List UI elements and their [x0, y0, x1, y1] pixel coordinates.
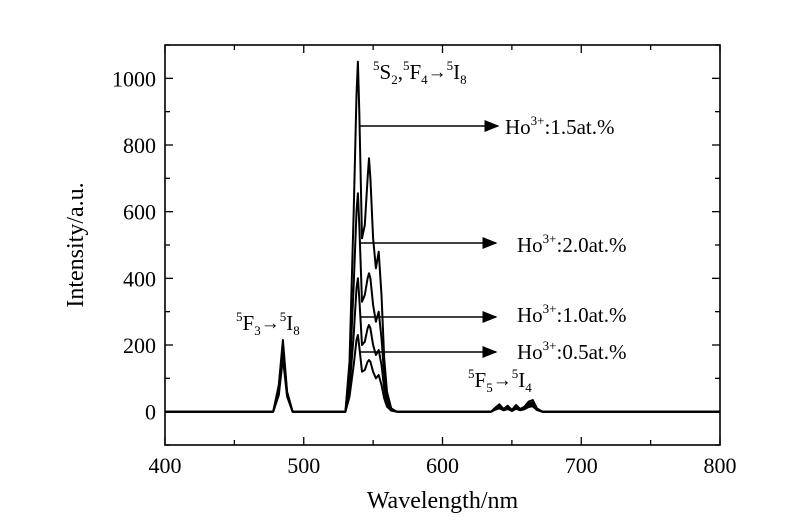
transition-base: F — [409, 60, 421, 84]
transition-base: S — [380, 60, 392, 84]
y-tick-label: 200 — [123, 333, 156, 358]
transition-pre: 5 — [512, 366, 519, 381]
transition-base: I — [286, 311, 293, 335]
x-tick-label: 700 — [565, 453, 598, 478]
series-label-base: Ho — [505, 115, 531, 139]
series-label-rest: :2.0at.% — [557, 233, 627, 257]
transition-base: F — [475, 368, 487, 392]
annotation-transition-F3-I8: 5F3→5I8 — [236, 309, 300, 338]
plot-frame — [164, 44, 721, 446]
series-label: Ho3+:1.0at.% — [517, 301, 627, 327]
series-line-0 — [165, 60, 720, 413]
series-line-2 — [165, 277, 720, 413]
transition-pre: 5 — [403, 58, 410, 73]
series-label-rest: :0.5at.% — [557, 340, 627, 364]
transition-base: F — [243, 311, 255, 335]
transition-sub: 5 — [486, 380, 493, 395]
series-line-1 — [165, 192, 720, 413]
transition-sub: 3 — [254, 323, 261, 338]
x-tick-label: 800 — [704, 453, 737, 478]
transition-sub: 8 — [460, 72, 467, 87]
series-label-rest: :1.0at.% — [557, 303, 627, 327]
annotation-transition-S2F4-I8: 5S2,5F4→5I8 — [373, 58, 467, 87]
transition-arrow: → — [493, 370, 512, 391]
series-label-base: Ho — [517, 340, 543, 364]
y-tick-label: 1000 — [112, 66, 156, 91]
series-label-base: Ho — [517, 233, 543, 257]
y-tick-label: 600 — [123, 200, 156, 225]
transition-pre: 5 — [447, 58, 454, 73]
x-tick-label: 400 — [149, 453, 182, 478]
transition-sub: 4 — [525, 380, 532, 395]
transition-base: I — [518, 368, 525, 392]
transition-pre: 5 — [468, 366, 475, 381]
transition-pre: 5 — [236, 309, 243, 324]
annotation-transition-F5-I4: 5F5→5I4 — [468, 366, 532, 395]
series-label-sup: 3+ — [531, 113, 545, 128]
x-axis-title: Wavelength/nm — [367, 488, 519, 514]
transition-pre: 5 — [280, 309, 287, 324]
y-tick-label: 800 — [123, 133, 156, 158]
transition-sub: 2 — [391, 72, 398, 87]
y-axis-title: Intensity/a.u. — [63, 182, 89, 307]
series-label: Ho3+:1.5at.% — [505, 113, 615, 139]
transition-sub: 4 — [421, 72, 428, 87]
transition-pre: 5 — [373, 58, 380, 73]
series-label-sup: 3+ — [543, 231, 557, 246]
transition-sub: 8 — [293, 323, 300, 338]
series-label-base: Ho — [517, 303, 543, 327]
series-label: Ho3+:2.0at.% — [517, 231, 627, 257]
y-tick-label: 0 — [145, 400, 156, 425]
x-tick-label: 600 — [426, 453, 459, 478]
transition-sep: , — [398, 60, 403, 84]
series-label: Ho3+:0.5at.% — [517, 338, 627, 364]
transition-base: I — [453, 60, 460, 84]
series-label-rest: :1.5at.% — [545, 115, 615, 139]
series-line-3 — [165, 334, 720, 413]
series-label-sup: 3+ — [543, 301, 557, 316]
series-label-sup: 3+ — [543, 338, 557, 353]
y-tick-label: 400 — [123, 266, 156, 291]
transition-arrow: → — [428, 62, 447, 83]
transition-arrow: → — [261, 313, 280, 334]
x-tick-label: 500 — [287, 453, 320, 478]
